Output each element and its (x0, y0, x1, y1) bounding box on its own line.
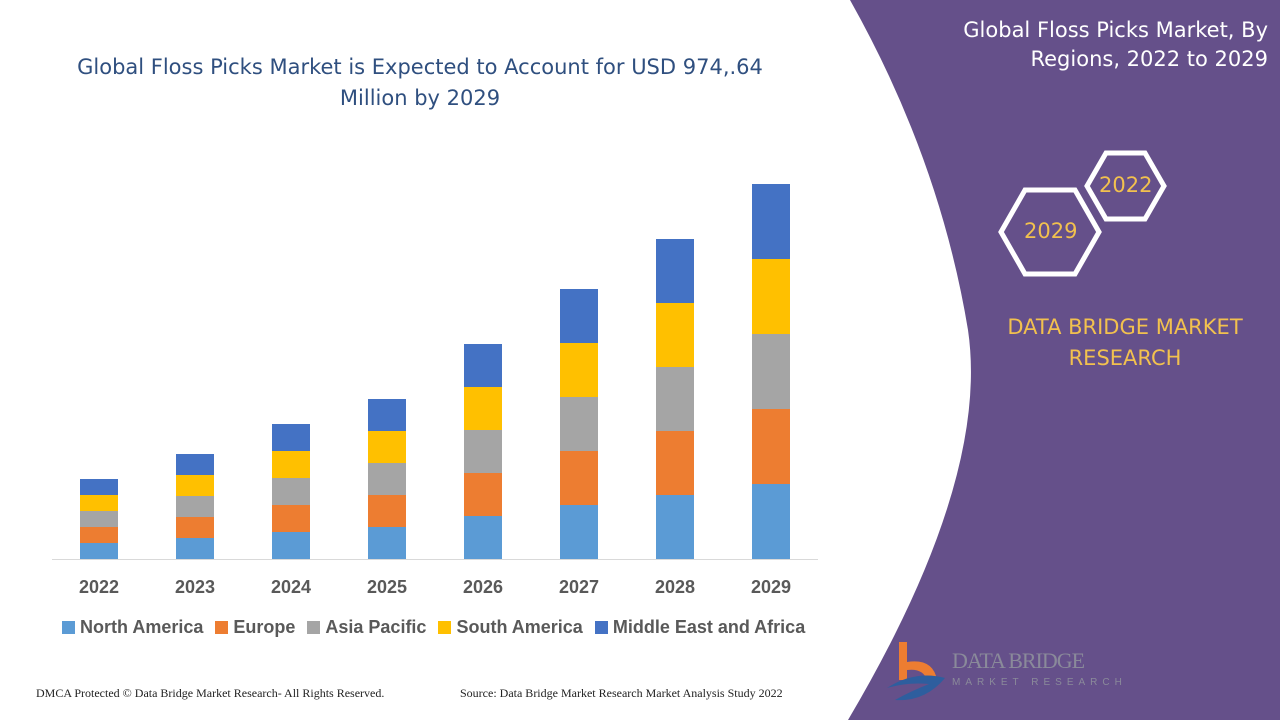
legend-swatch (438, 621, 452, 634)
legend-swatch (62, 621, 75, 634)
logo-subtitle: MARKET RESEARCH (952, 677, 1127, 688)
bar-2025-middle-east-and-africa (368, 399, 406, 431)
bar-2028-asia-pacific (656, 367, 694, 431)
x-tick-label: 2028 (655, 577, 695, 597)
bar-2025-asia-pacific (368, 463, 406, 495)
bar-2024-south-america (272, 451, 310, 478)
chart-title: Global Floss Picks Market is Expected to… (77, 55, 763, 110)
bar-2026-north-america (464, 516, 502, 559)
x-tick-label: 2022 (79, 577, 119, 597)
bar-2023-europe (176, 517, 214, 538)
hex-label-2029: 2029 (1024, 219, 1078, 243)
x-tick-label: 2025 (367, 577, 407, 597)
stacked-bar-chart: 2022 2023 2024 2025 2026 2027 2028 2029 (52, 184, 818, 597)
bar-2026-south-america (464, 387, 502, 430)
data-bridge-logo-icon (887, 642, 945, 701)
x-tick-label: 2027 (559, 577, 599, 597)
bar-2027-europe (560, 451, 598, 505)
bar-2023-asia-pacific (176, 496, 214, 517)
legend-swatch (307, 621, 321, 634)
legend-item: Middle East and Africa (594, 617, 806, 638)
hexagon-2022 (1084, 150, 1167, 222)
hex-label-2022: 2022 (1099, 173, 1153, 197)
bar-2022-north-america (80, 543, 118, 559)
footer-copyright: DMCA Protected © Data Bridge Market Rese… (36, 686, 385, 700)
bar-2024-europe (272, 505, 310, 532)
bar-2024-asia-pacific (272, 478, 310, 505)
bar-2028-south-america (656, 303, 694, 367)
legend-item: South America (438, 617, 583, 638)
x-tick-label: 2029 (751, 577, 791, 597)
bar-2029-asia-pacific (752, 334, 790, 409)
bar-2026-europe (464, 473, 502, 516)
bar-2025-europe (368, 495, 406, 527)
bar-2028-north-america (656, 495, 694, 559)
logo-name: DATA BRIDGE (952, 648, 1085, 673)
x-tick-label: 2023 (175, 577, 215, 597)
legend: North America Europe Asia Pacific South Ame… (62, 617, 805, 638)
bar-2028-middle-east-and-africa (656, 239, 694, 303)
bar-2023-south-america (176, 475, 214, 496)
bar-2026-asia-pacific (464, 430, 502, 473)
hexagon-2029 (998, 187, 1102, 277)
bar-2029-middle-east-and-africa (752, 184, 790, 259)
legend-label: Asia Pacific (325, 617, 427, 637)
bar-2027-north-america (560, 505, 598, 559)
x-tick-label: 2024 (271, 577, 311, 597)
bar-2027-middle-east-and-africa (560, 289, 598, 343)
legend-swatch (594, 621, 608, 634)
legend-label: Middle East and Africa (612, 617, 806, 637)
legend-label: North America (80, 617, 204, 637)
bar-2023-north-america (176, 538, 214, 559)
brand-name: DATA BRIDGE MARKET RESEARCH (1007, 315, 1243, 370)
bar-2022-south-america (80, 495, 118, 511)
bar-2022-asia-pacific (80, 511, 118, 527)
bar-2027-asia-pacific (560, 397, 598, 451)
bar-2026-middle-east-and-africa (464, 344, 502, 387)
bar-2024-middle-east-and-africa (272, 424, 310, 451)
bar-2029-south-america (752, 259, 790, 334)
bar-2022-middle-east-and-africa (80, 479, 118, 495)
legend-swatch (215, 621, 229, 634)
side-title: Global Floss Picks Market, By Regions, 2… (963, 18, 1268, 71)
legend-item: Europe (215, 617, 295, 638)
legend-label: South America (456, 617, 583, 637)
bar-2029-north-america (752, 484, 790, 559)
footer-source: Source: Data Bridge Market Research Mark… (460, 686, 783, 700)
bar-2029-europe (752, 409, 790, 484)
bar-2024-north-america (272, 532, 310, 559)
bar-2028-europe (656, 431, 694, 495)
bar-2025-south-america (368, 431, 406, 463)
bar-2025-north-america (368, 527, 406, 559)
legend-item: Asia Pacific (307, 617, 426, 638)
bar-2027-south-america (560, 343, 598, 397)
legend-label: Europe (233, 617, 296, 637)
bar-2022-europe (80, 527, 118, 543)
legend-item: North America (62, 617, 203, 638)
bar-2023-middle-east-and-africa (176, 454, 214, 475)
x-tick-label: 2026 (463, 577, 503, 597)
